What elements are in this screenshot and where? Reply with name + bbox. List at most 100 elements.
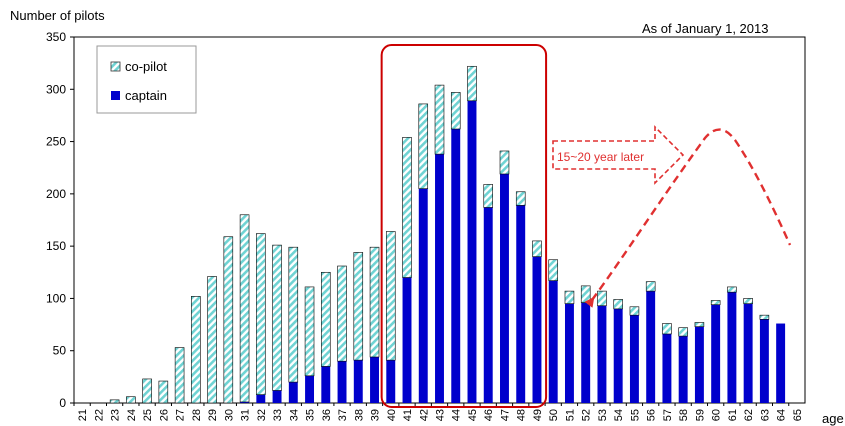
- bar-co-pilot: [548, 259, 558, 281]
- x-tick-label: 42: [418, 409, 430, 421]
- bar-captain: [402, 277, 412, 403]
- shift-annotation: 15~20 year later: [552, 125, 685, 185]
- bar-captain: [483, 207, 493, 403]
- bar-captain: [435, 154, 444, 403]
- y-tick-label: 250: [46, 135, 66, 149]
- bar-captain: [759, 319, 769, 403]
- bar-captain: [353, 360, 363, 403]
- x-axis-label: age: [822, 411, 844, 426]
- bar-co-pilot: [499, 150, 510, 175]
- y-axis: 0 50 100 150 200 250 300 350: [46, 30, 74, 410]
- x-tick-label: 60: [711, 409, 723, 421]
- bar-co-pilot: [662, 323, 672, 335]
- bar-co-pilot: [158, 380, 169, 404]
- x-tick-label: 28: [191, 409, 203, 421]
- x-tick-label: 46: [483, 409, 495, 421]
- bar-co-pilot: [629, 306, 640, 316]
- x-tick-label: 24: [126, 409, 138, 421]
- x-tick-label: 49: [532, 409, 544, 421]
- y-tick-label: 100: [46, 291, 66, 305]
- bar-captain: [743, 303, 753, 403]
- bar-captain: [321, 366, 331, 403]
- x-tick-label: 53: [597, 409, 609, 421]
- bar-co-pilot: [337, 265, 347, 362]
- bar-captain: [240, 401, 250, 403]
- bar-captain: [500, 173, 509, 403]
- bar-co-pilot: [743, 298, 753, 304]
- bar-captain: [386, 360, 396, 403]
- bar-co-pilot: [515, 191, 526, 206]
- legend-label-co-pilot: co-pilot: [125, 59, 167, 74]
- bar-captain: [467, 100, 477, 403]
- shift-arrow: [552, 125, 685, 185]
- x-tick-label: 45: [467, 409, 479, 421]
- legend-swatch-co-pilot: [110, 61, 121, 72]
- bar-co-pilot: [223, 236, 234, 404]
- bar-co-pilot: [694, 322, 705, 327]
- bar-captain: [337, 361, 347, 403]
- bar-co-pilot: [613, 299, 623, 310]
- x-axis: 21 22 23 24 25 26 27 28 29 30 31 32 33 34 35 36 37 38 39 40…: [73, 403, 804, 421]
- x-tick-label: 35: [305, 409, 317, 421]
- x-tick-label: 26: [158, 409, 170, 421]
- bar-co-pilot: [369, 246, 380, 358]
- y-tick-label: 300: [46, 82, 66, 96]
- bar-co-pilot: [321, 271, 331, 367]
- x-tick-label: 32: [256, 409, 268, 421]
- x-tick-label: 64: [776, 409, 788, 421]
- bar-co-pilot: [483, 184, 494, 208]
- x-tick-label: 37: [337, 409, 349, 421]
- bar-co-pilot: [174, 347, 185, 404]
- x-tick-label: 31: [240, 409, 252, 421]
- bar-captain: [516, 205, 526, 403]
- x-tick-label: 23: [110, 409, 122, 421]
- x-tick-label: 33: [272, 409, 284, 421]
- x-tick-label: 30: [223, 409, 235, 421]
- bar-captain: [678, 336, 688, 403]
- bar-captain: [564, 303, 574, 403]
- bars-group: [109, 65, 786, 404]
- bar-captain: [548, 280, 558, 403]
- x-tick-label: 61: [727, 409, 739, 421]
- x-tick-label: 56: [646, 409, 658, 421]
- bar-co-pilot: [678, 327, 688, 337]
- x-tick-label: 40: [386, 409, 398, 421]
- x-tick-label: 22: [93, 409, 105, 421]
- bar-co-pilot: [126, 396, 136, 404]
- bar-co-pilot: [645, 281, 656, 292]
- x-tick-label: 39: [370, 409, 382, 421]
- bar-captain: [694, 326, 704, 403]
- bar-co-pilot: [304, 286, 315, 377]
- y-tick-label: 0: [59, 396, 66, 410]
- bar-captain: [613, 308, 623, 403]
- y-tick-label: 350: [46, 30, 66, 44]
- x-tick-label: 55: [629, 409, 641, 421]
- bar-co-pilot: [564, 290, 575, 304]
- x-tick-label: 25: [142, 409, 154, 421]
- bar-co-pilot: [385, 231, 396, 361]
- bar-captain: [288, 382, 298, 403]
- x-tick-label: 57: [662, 409, 674, 421]
- y-axis-label: Number of pilots: [10, 8, 105, 23]
- bar-captain: [532, 256, 542, 403]
- bar-co-pilot: [434, 84, 445, 155]
- bar-co-pilot: [207, 276, 217, 404]
- bar-captain: [727, 292, 737, 403]
- bar-co-pilot: [239, 214, 250, 403]
- bar-captain: [272, 390, 282, 403]
- x-tick-label: 47: [499, 409, 511, 421]
- x-tick-label: 62: [743, 409, 755, 421]
- as-of-note: As of January 1, 2013: [642, 21, 768, 36]
- x-tick-label: 54: [613, 409, 625, 421]
- x-tick-label: 21: [77, 409, 89, 421]
- bar-co-pilot: [597, 290, 607, 307]
- highlight-box: [380, 44, 548, 408]
- bar-captain: [418, 188, 428, 403]
- bar-captain: [646, 291, 656, 403]
- bar-captain: [451, 129, 461, 403]
- bar-captain: [629, 315, 639, 403]
- legend-swatch-captain: [111, 91, 120, 100]
- x-tick-label: 41: [402, 409, 414, 421]
- x-tick-label: 36: [321, 409, 333, 421]
